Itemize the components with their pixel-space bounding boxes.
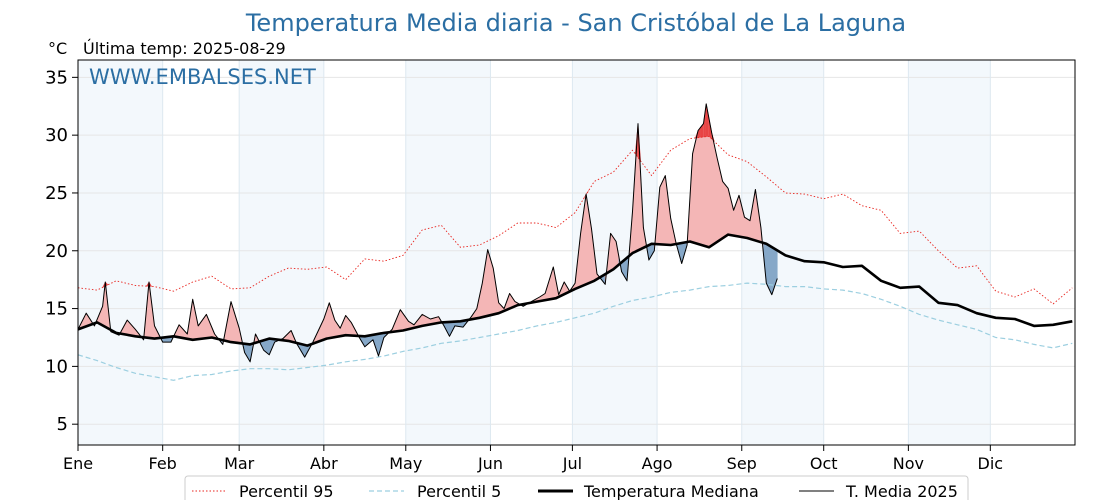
fill-above-median	[610, 232, 614, 272]
x-tick-label-may: May	[389, 454, 422, 473]
series-line-p5	[77, 282, 1073, 381]
y-tick-label-25: 25	[45, 183, 68, 204]
month-band-mar	[239, 60, 324, 445]
series-line-median	[77, 233, 1073, 347]
fill-below-median	[768, 244, 773, 295]
x-tick-label-ago: Ago	[642, 454, 673, 473]
grid-lines	[78, 60, 1075, 445]
watermark: WWW.EMBALSES.NET	[89, 65, 316, 89]
x-tick-label-sep: Sep	[727, 454, 757, 473]
fill-above-median	[697, 126, 702, 246]
series-lines	[77, 103, 1073, 381]
fill-above-median	[725, 183, 729, 237]
legend-label-median: Temperatura Mediana	[583, 482, 759, 500]
fill-above-median	[613, 236, 617, 270]
fill-above-median	[700, 122, 704, 247]
fill-above-median	[692, 142, 696, 244]
fill-above-median	[659, 181, 663, 245]
x-axis: Ene Feb Mar Abr May Jun Jul Ago Sep Oct Nov Dic	[63, 445, 1003, 473]
legend-label-p5: Percentil 5	[417, 482, 501, 500]
x-tick-label-ene: Ene	[63, 454, 93, 473]
x-tick-label-mar: Mar	[224, 454, 255, 473]
x-tick-label-oct: Oct	[810, 454, 838, 473]
fill-above-median	[746, 218, 751, 240]
plot-frame	[77, 59, 1076, 446]
y-tick-label-5: 5	[57, 414, 68, 435]
x-tick-label-jun: Jun	[477, 454, 503, 473]
fill-above-median	[662, 175, 666, 245]
chart-title: Temperatura Media diaria - San Cristóbal…	[245, 9, 906, 37]
legend-label-p95: Percentil 95	[239, 482, 334, 500]
legend: Percentil 95 Percentil 5 Temperatura Med…	[184, 475, 969, 500]
series-line-p95	[77, 135, 1073, 305]
month-band-may	[405, 60, 491, 445]
y-axis: 5 10 15 20 25 30 35	[45, 67, 78, 435]
fill-above-median	[711, 132, 715, 247]
y-tick-label-15: 15	[45, 299, 68, 320]
legend-box	[184, 475, 969, 500]
month-band-ene	[78, 60, 163, 445]
x-tick-label-jul: Jul	[562, 454, 582, 473]
y-tick-label-30: 30	[45, 125, 68, 146]
x-tick-label-dic: Dic	[978, 454, 1004, 473]
fill-above-median	[714, 145, 718, 245]
fill-above-median	[716, 158, 721, 243]
month-band-nov	[908, 60, 991, 445]
legend-label-current: T. Media 2025	[845, 482, 958, 500]
x-tick-label-feb: Feb	[149, 454, 177, 473]
fill-above-median	[695, 130, 699, 245]
x-tick-label-nov: Nov	[893, 454, 924, 473]
y-tick-label-20: 20	[45, 241, 68, 262]
y-tick-label-10: 10	[45, 356, 68, 377]
y-tick-label-35: 35	[45, 67, 68, 88]
fill-below-median	[766, 243, 770, 290]
x-tick-label-abr: Abr	[310, 454, 338, 473]
fill-above-median	[744, 216, 748, 239]
y-unit-label: °C	[48, 39, 67, 58]
fill-above-median	[487, 249, 491, 317]
month-bands	[78, 60, 991, 445]
last-temp-label: Última temp: 2025-08-29	[83, 39, 286, 58]
fill-above-median	[722, 180, 726, 239]
series-line-current	[77, 103, 778, 363]
